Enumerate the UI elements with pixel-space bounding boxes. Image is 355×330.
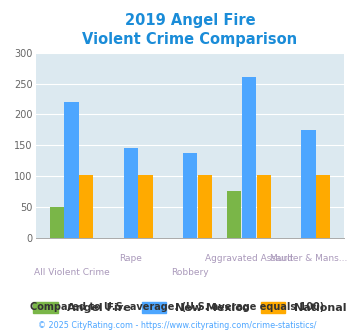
Text: All Violent Crime: All Violent Crime bbox=[34, 268, 109, 277]
Text: Aggravated Assault: Aggravated Assault bbox=[205, 254, 294, 263]
Bar bbox=[183, 152, 197, 238]
Title: 2019 Angel Fire
Violent Crime Comparison: 2019 Angel Fire Violent Crime Comparison bbox=[82, 13, 297, 48]
Bar bbox=[242, 78, 256, 238]
Bar bbox=[79, 175, 93, 238]
Text: © 2025 CityRating.com - https://www.cityrating.com/crime-statistics/: © 2025 CityRating.com - https://www.city… bbox=[38, 321, 317, 330]
Bar bbox=[50, 207, 64, 238]
Text: Compared to U.S. average. (U.S. average equals 100): Compared to U.S. average. (U.S. average … bbox=[31, 302, 324, 312]
Bar bbox=[138, 175, 153, 238]
Bar bbox=[316, 175, 330, 238]
Text: Murder & Mans...: Murder & Mans... bbox=[270, 254, 347, 263]
Text: Rape: Rape bbox=[119, 254, 142, 263]
Legend: Angel Fire, New Mexico, National: Angel Fire, New Mexico, National bbox=[33, 302, 346, 313]
Bar bbox=[257, 175, 271, 238]
Bar bbox=[198, 175, 212, 238]
Bar bbox=[227, 191, 241, 238]
Bar bbox=[64, 102, 78, 238]
Bar bbox=[301, 130, 316, 238]
Text: Robbery: Robbery bbox=[171, 268, 209, 277]
Bar bbox=[124, 148, 138, 238]
